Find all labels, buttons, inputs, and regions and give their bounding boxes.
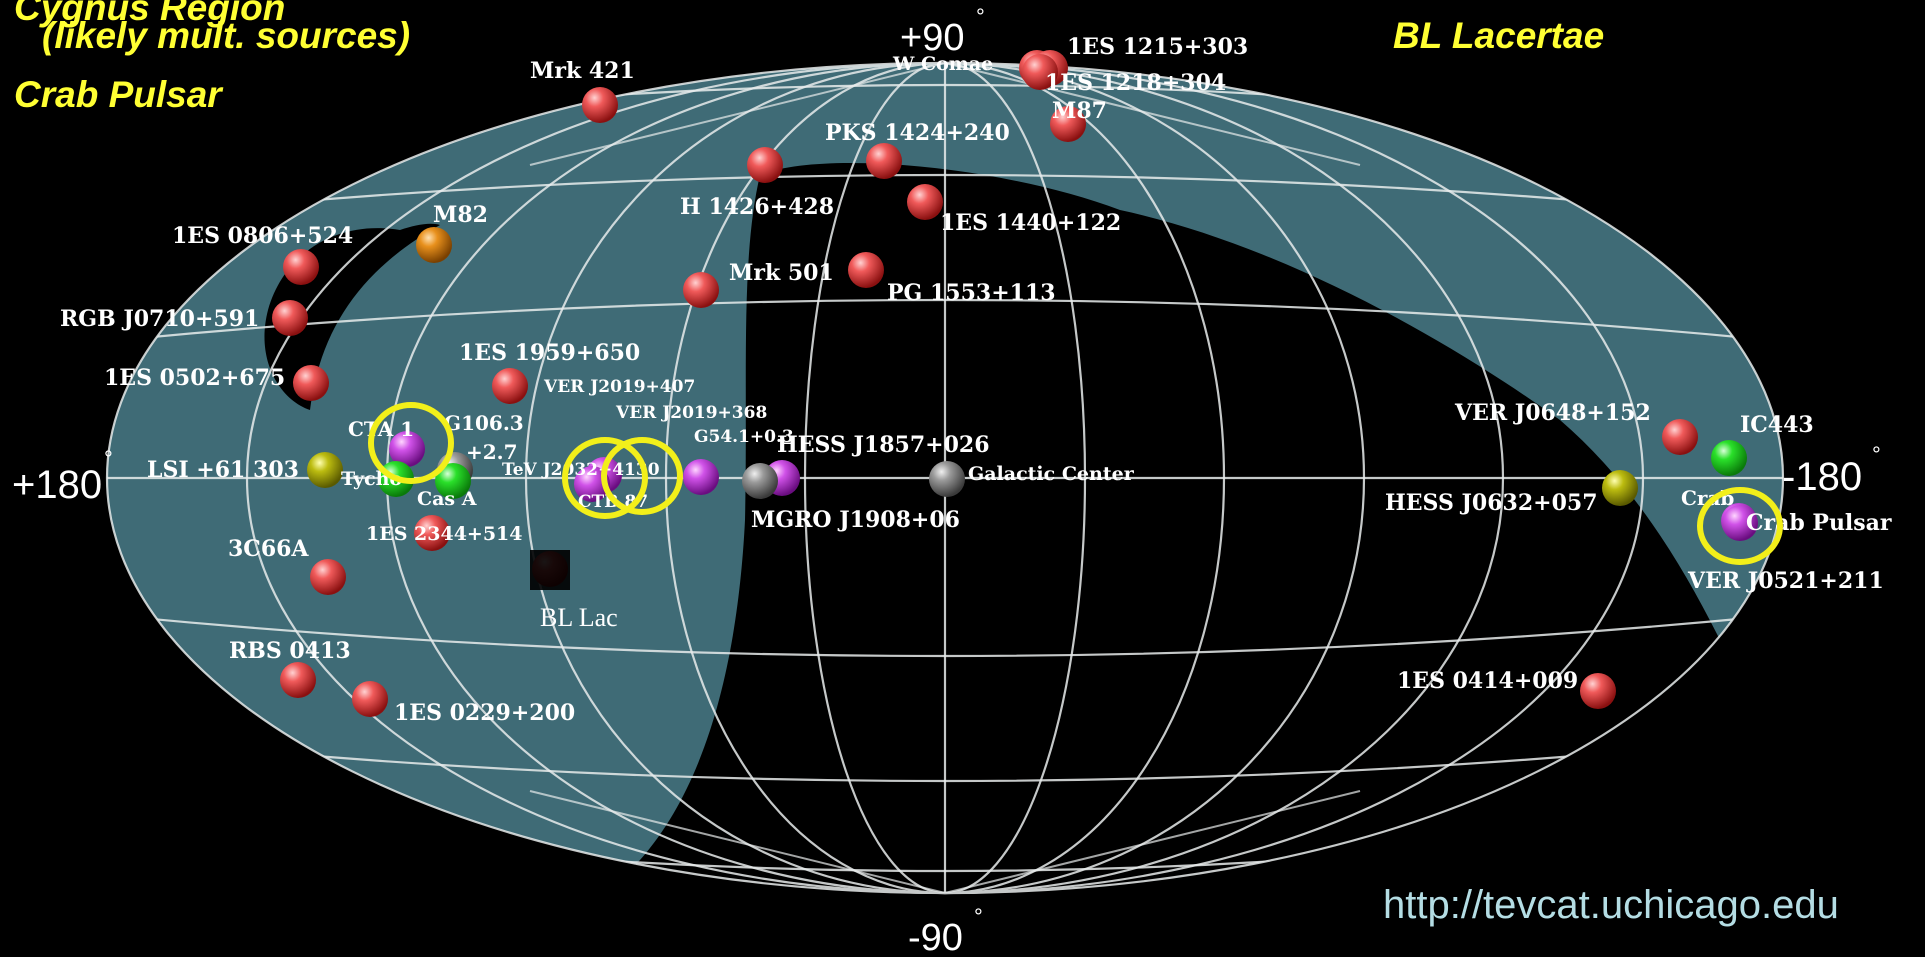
source-label-pks-1424-240: PKS 1424+240 (825, 120, 1010, 146)
source-label-rgb-j0710-591: RGB J0710+591 (60, 306, 259, 332)
source-label-h-1426-428: H 1426+428 (680, 194, 834, 220)
source-label-1es-0229-200: 1ES 0229+200 (394, 700, 575, 726)
axis-left-label: +180 (12, 463, 102, 507)
source-marker-mrk-501[interactable] (848, 252, 884, 288)
source-label-g106-3: G106.3 (444, 411, 524, 435)
axis-bottom-degree: ° (974, 904, 983, 929)
source-marker-ctb-87[interactable] (574, 466, 610, 502)
axis-bottom-label: -90 (908, 917, 963, 957)
source-label-m82: M82 (433, 202, 488, 228)
source-label-ver-j0521-211: VER J0521+211 (1687, 568, 1884, 594)
axis-right-degree: ° (1872, 442, 1881, 467)
highlight-ring-crab (1697, 487, 1783, 565)
source-label-tev-j2032-4130: TeV J2032+4130 (502, 460, 660, 480)
source-marker-crab-pulsar[interactable] (1722, 505, 1758, 541)
source-label-rbs-0413: RBS 0413 (229, 638, 351, 664)
bl-lac-caption: BL Lac (540, 603, 618, 632)
source-label-1es-0806-524: 1ES 0806+524 (172, 223, 353, 249)
axis-top-label: +90 (900, 17, 964, 59)
source-label-mgro-j1908-06: MGRO J1908+06 (751, 507, 960, 533)
source-marker-h-1426-428[interactable] (747, 147, 783, 183)
source-label-cas-a: Cas A (417, 488, 477, 510)
source-label-3c66a: 3C66A (228, 536, 309, 562)
source-marker-lsi-61-303[interactable] (307, 452, 343, 488)
bl-lac-highlight-box (530, 550, 570, 590)
source-marker-mrk-421[interactable] (582, 87, 618, 123)
axis-right-label: -180 (1782, 455, 1862, 499)
highlight-ring-cta1 (368, 402, 454, 484)
source-label-crab-pulsar: Crab Pulsar (1746, 510, 1892, 536)
source-label-g54-1-0-3: G54.1+0.3 (694, 427, 794, 447)
annotation-cygnus-region: Cygnus Region (14, 0, 286, 28)
source-marker-m82[interactable] (416, 227, 452, 263)
source-marker-g54-1-0-3[interactable] (683, 459, 719, 495)
source-marker-rgb-j0710-591[interactable] (272, 300, 308, 336)
grid-pole-lines (529, 63, 1361, 893)
source-marker-1es-0229-200[interactable] (352, 681, 388, 717)
source-label-1es-1215-303: 1ES 1215+303 (1067, 34, 1248, 60)
source-marker-3c66a[interactable] (310, 559, 346, 595)
source-marker-1es-1218-304[interactable] (1022, 54, 1058, 90)
source-label-1es-2344-514: 1ES 2344+514 (366, 523, 523, 545)
source-marker-cas-a[interactable] (435, 463, 471, 499)
source-marker-m87[interactable] (1050, 106, 1086, 142)
source-label-ver-j2019-407: VER J2019+407 (543, 377, 695, 397)
source-label-galactic-center: Galactic Center (968, 463, 1135, 485)
source-label-ver-j0648-152: VER J0648+152 (1454, 400, 1651, 426)
source-label-1es-1440-122: 1ES 1440+122 (940, 210, 1121, 236)
source-label-w-comae: W Comae (892, 53, 993, 75)
source-url[interactable]: http://tevcat.uchicago.edu (1383, 883, 1839, 927)
source-marker-1es-0502-675[interactable] (293, 365, 329, 401)
source-marker-ic443[interactable] (1711, 440, 1747, 476)
source-marker-1es-0806-524[interactable] (283, 249, 319, 285)
source-marker-ver-j0648-152[interactable] (1662, 419, 1698, 455)
source-label-lsi-61-303: LSI +61 303 (147, 457, 299, 483)
source-marker-pg-1553-113[interactable] (683, 272, 719, 308)
highlight-ring-cygnus-1 (562, 437, 648, 519)
source-label-2-7: +2.7 (466, 440, 518, 464)
source-marker-1es-1959-650[interactable] (492, 368, 528, 404)
source-marker-cta-1[interactable] (389, 431, 425, 467)
source-label-hess-j1857-026: HESS J1857+026 (777, 432, 990, 458)
annotation-crab-pulsar: Crab Pulsar (14, 74, 222, 115)
source-label-pg-1553-113: PG 1553+113 (887, 280, 1056, 306)
source-marker-rbs-0413[interactable] (280, 662, 316, 698)
source-marker-galactic-center[interactable] (929, 461, 965, 497)
source-label-1es-0414-009: 1ES 0414+009 (1397, 668, 1578, 694)
source-marker-hess-j0632-057[interactable] (1602, 470, 1638, 506)
source-label-ic443: IC443 (1740, 412, 1814, 438)
source-marker-1es-1440-122[interactable] (907, 184, 943, 220)
source-label-ver-j2019-368: VER J2019+368 (615, 403, 767, 423)
source-label-hess-j0632-057: HESS J0632+057 (1385, 490, 1598, 516)
source-label-1es-0502-675: 1ES 0502+675 (104, 365, 285, 391)
source-markers (272, 50, 1758, 717)
axis-left-degree: ° (104, 446, 113, 471)
annotation-multiple-sources: (likely mult. sources) (42, 15, 411, 56)
source-marker-mgro-j1908-06[interactable] (742, 463, 778, 499)
highlight-ring-cygnus-2 (601, 437, 683, 515)
source-marker-pks-1424-240[interactable] (866, 143, 902, 179)
source-label-mrk-501: Mrk 501 (729, 260, 834, 286)
annotation-bl-lacertae: BL Lacertae (1393, 15, 1605, 56)
axis-top-degree: ° (976, 4, 985, 29)
source-marker-1es-0414-009[interactable] (1580, 673, 1616, 709)
source-label-mrk-421: Mrk 421 (530, 58, 635, 84)
source-marker-1es-2344-514[interactable] (414, 515, 450, 551)
highlight-rings (368, 402, 1783, 565)
source-label-m87: M87 (1052, 98, 1107, 124)
source-label-1es-1218-304: 1ES 1218+304 (1045, 70, 1226, 96)
source-label-1es-1959-650: 1ES 1959+650 (459, 340, 640, 366)
